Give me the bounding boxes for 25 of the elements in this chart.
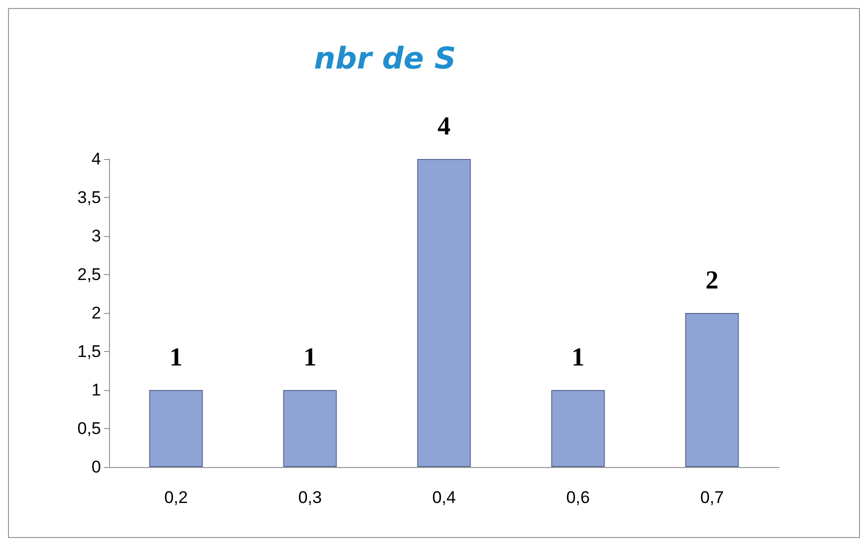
y-tick-label: 4: [92, 150, 101, 168]
y-tick-label: 2: [92, 304, 101, 322]
y-tick-label: 2,5: [77, 265, 101, 284]
x-tick-label: 0,4: [432, 488, 456, 507]
y-tick-label: 0: [92, 458, 101, 476]
x-tick-label: 0,2: [164, 488, 188, 507]
bar: [685, 313, 739, 467]
y-tick-label: 1,5: [77, 342, 101, 361]
x-tick-label: 0,3: [298, 488, 322, 507]
data-label: 2: [706, 266, 718, 294]
x-tick-label: 0,7: [700, 488, 724, 507]
data-label: 1: [572, 342, 584, 372]
bar: [283, 390, 337, 467]
y-tick-label: 0,5: [77, 419, 101, 438]
y-tick-label: 3: [92, 226, 101, 246]
data-label: 1: [170, 342, 182, 372]
y-tick-label: 3,5: [77, 188, 101, 207]
y-tick-label: 1: [92, 380, 101, 400]
chart-title: nbr de S: [314, 42, 456, 76]
data-label: 1: [304, 342, 316, 372]
bar: [149, 390, 203, 467]
data-label: 4: [438, 112, 450, 140]
bar: [551, 390, 605, 467]
bar: [417, 159, 471, 467]
x-tick-label: 0,6: [566, 488, 590, 507]
